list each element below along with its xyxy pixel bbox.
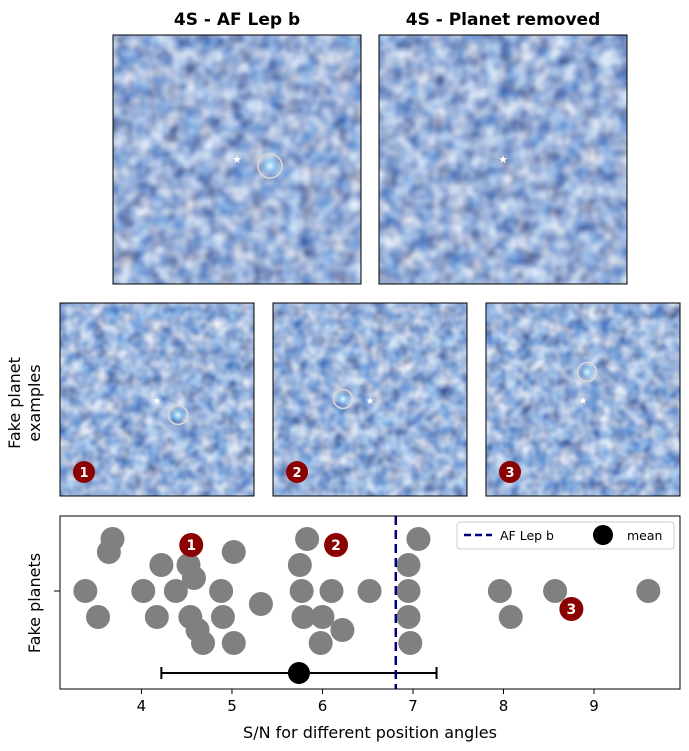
fake-planet-point xyxy=(406,527,431,551)
fake-planet-point xyxy=(289,579,314,603)
x-tick-label: 4 xyxy=(137,697,147,715)
highlight-badges: 1 2 3 xyxy=(179,533,584,621)
legend-box xyxy=(456,521,675,550)
fake-planet-point xyxy=(396,579,421,603)
fake-planet-point xyxy=(210,605,235,629)
snr-map-image xyxy=(113,35,361,284)
x-axis-label: S/N for different position angles xyxy=(243,723,497,742)
fake-planet-point xyxy=(100,527,125,551)
fake-planet-point xyxy=(310,605,335,629)
top-panel-title-2: 4S - Planet removed xyxy=(406,10,601,30)
fake-planet-points xyxy=(73,527,661,655)
snr-map-image xyxy=(273,303,467,496)
fake-planet-point xyxy=(487,579,512,603)
fake-planet-point xyxy=(163,579,188,603)
top-panel-planet-removed: 4S - Planet removed ★ xyxy=(378,10,628,285)
fake-planet-point xyxy=(191,631,216,655)
fake-planet-signal xyxy=(171,408,185,422)
highlight-badge-label: 1 xyxy=(186,538,196,554)
fake-planet-point xyxy=(248,592,273,616)
middle-ylabel-line2: examples xyxy=(25,364,44,441)
badge xyxy=(286,461,308,483)
fake-planet-circle-marker xyxy=(167,404,189,426)
fake-planet-point xyxy=(221,631,246,655)
fake-planet-point xyxy=(73,579,98,603)
x-tick-label: 8 xyxy=(499,697,509,715)
legend-mean-label: mean xyxy=(627,528,662,543)
fake-planet-point xyxy=(319,579,344,603)
x-tick-label: 6 xyxy=(318,697,328,715)
star-icon: ★ xyxy=(498,153,508,166)
fake-planet-point xyxy=(209,579,234,603)
badge xyxy=(73,461,95,483)
legend-mean-swatch xyxy=(593,525,613,545)
fake-planet-point xyxy=(295,527,320,551)
fake-planet-point xyxy=(144,605,169,629)
fake-planet-point xyxy=(543,579,568,603)
swarm-plot: 1 2 3 4 5 6 7 8 9 S/N for different position an… xyxy=(25,515,681,742)
fake-planet-signal xyxy=(580,365,594,379)
star-icon: ★ xyxy=(153,396,162,407)
highlight-badge-label: 2 xyxy=(331,538,341,554)
highlight-badge-3 xyxy=(559,597,584,621)
x-tick-label: 7 xyxy=(408,697,418,715)
legend: AF Lep b mean xyxy=(456,521,675,550)
star-icon: ★ xyxy=(366,396,375,407)
fake-planet-point xyxy=(221,540,246,564)
middle-ylabel-line1: Fake planet xyxy=(5,357,24,449)
fake-planet-point xyxy=(396,605,421,629)
fake-planet-point xyxy=(181,566,206,590)
fake-planet-circle-marker xyxy=(332,388,354,410)
fake-planet-point xyxy=(330,618,355,642)
highlight-badge-2 xyxy=(324,533,349,557)
star-icon: ★ xyxy=(579,396,588,407)
fake-planet-point xyxy=(291,605,316,629)
x-tick-label: 5 xyxy=(227,697,237,715)
panel-frame xyxy=(272,302,468,497)
top-panel-af-lep-b: 4S - AF Lep b ★ xyxy=(112,10,362,285)
panel-frame xyxy=(59,302,255,497)
highlight-badge-1 xyxy=(179,533,204,557)
fake-planet-point xyxy=(357,579,382,603)
highlight-badge-label: 3 xyxy=(567,602,577,618)
snr-map-image xyxy=(379,35,627,284)
panel-frame xyxy=(112,34,362,285)
fake-planet-circle-marker xyxy=(576,361,598,383)
fake-planet-point xyxy=(636,579,661,603)
mean-errorbar xyxy=(160,662,438,684)
fake-planet-point xyxy=(308,631,333,655)
fake-planet-point xyxy=(498,605,523,629)
y-axis-label: Fake planets xyxy=(25,553,44,653)
snr-map-image xyxy=(486,303,680,496)
mean-marker xyxy=(287,662,310,684)
legend-af-lep-label: AF Lep b xyxy=(500,528,554,543)
fake-planet-point xyxy=(86,605,111,629)
fake-planet-point xyxy=(131,579,156,603)
fake-planet-point xyxy=(398,631,423,655)
badge xyxy=(499,461,521,483)
fake-planet-example-3: ★ 3 xyxy=(485,302,681,497)
badge-label: 1 xyxy=(79,466,88,481)
panel-frame xyxy=(485,302,681,497)
fake-planet-example-2: ★ 2 xyxy=(272,302,468,497)
fake-planet-signal xyxy=(336,392,350,406)
badge-label: 3 xyxy=(505,466,514,481)
fake-planet-point xyxy=(287,553,312,577)
planet-circle-marker xyxy=(257,153,283,179)
planet-signal xyxy=(261,157,279,175)
fake-planet-example-1: ★ 1 xyxy=(59,302,255,497)
star-icon: ★ xyxy=(232,153,242,166)
x-tick-label: 9 xyxy=(589,697,599,715)
fake-planet-point xyxy=(149,553,174,577)
badge-label: 2 xyxy=(292,466,301,481)
x-ticks: 4 5 6 7 8 9 xyxy=(137,689,599,715)
top-panel-title-1: 4S - AF Lep b xyxy=(174,10,300,30)
snr-map-image xyxy=(60,303,254,496)
panel-frame xyxy=(378,34,628,285)
fake-planet-point xyxy=(396,553,421,577)
